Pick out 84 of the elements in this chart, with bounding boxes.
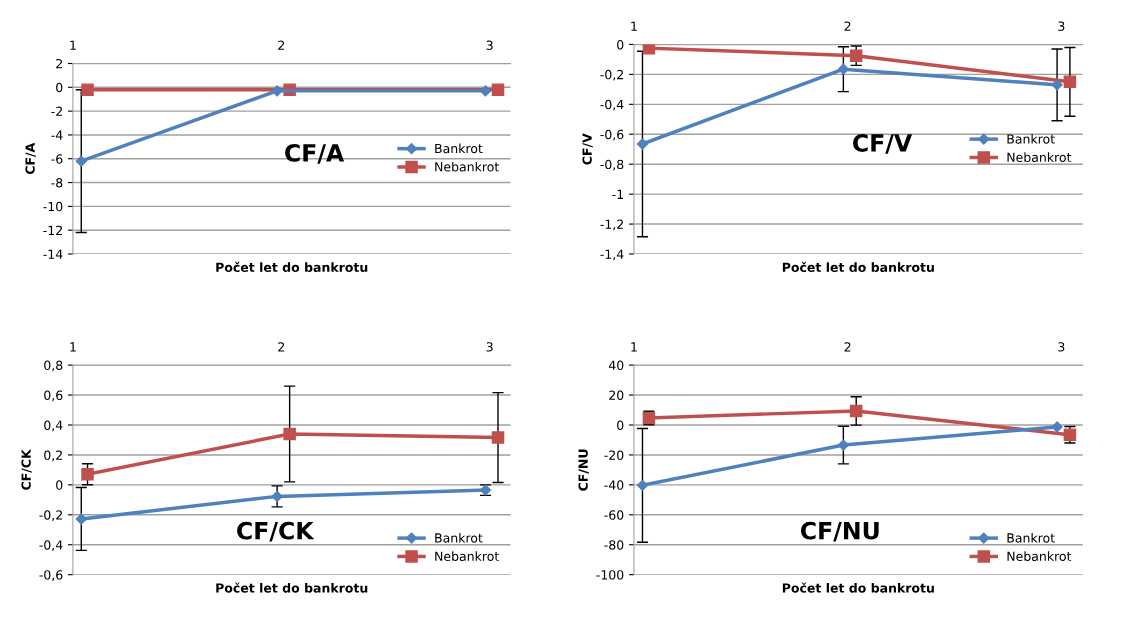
point (81, 83, 94, 96)
point (1051, 421, 1063, 433)
y-tick-label: -14 (43, 249, 63, 259)
point (81, 467, 94, 481)
y-tick-label: 40 (608, 360, 624, 371)
y-tick-label: -6 (51, 154, 63, 164)
legend-label: Nebankrot (435, 551, 499, 561)
point (283, 427, 296, 441)
y-tick-label: -0,6 (600, 129, 624, 141)
x-tick-label: 3 (1058, 342, 1065, 352)
point (636, 479, 649, 491)
y-tick-label: -1 (612, 189, 624, 199)
point (837, 63, 849, 75)
y-tick-label: -60 (604, 510, 624, 520)
legend-label: Nebankrot (435, 161, 499, 172)
x-tick-label: 2 (278, 40, 285, 50)
legend-label: Bankrot (1007, 134, 1055, 144)
y-tick-label: -20 (604, 450, 624, 460)
point (75, 155, 87, 167)
y-tick-label: 2 (56, 58, 62, 69)
y-tick-label: 0,6 (44, 390, 63, 402)
y-axis-title: CF/CK (21, 448, 32, 490)
point (271, 85, 283, 97)
y-tick-label: -0,8 (600, 159, 624, 171)
y-tick-label: -100 (596, 570, 624, 580)
y-tick-label: 20 (609, 390, 624, 400)
y-tick-label: -1,4 (600, 249, 624, 261)
annotation: CF/CK (237, 521, 315, 542)
point (491, 431, 505, 444)
y-tick-label: -1,2 (600, 219, 623, 231)
x-tick-label: 2 (844, 342, 851, 352)
y-tick-label: 0,8 (44, 360, 63, 372)
y-tick-label: -4 (51, 130, 63, 140)
x-axis-title: Počet let do bankrotu (782, 261, 934, 273)
y-tick-label: -8 (51, 178, 63, 188)
x-tick-label: 1 (631, 342, 637, 352)
y-tick-label: -0,2 (39, 510, 62, 522)
x-tick-label: 1 (70, 40, 76, 50)
y-axis-title: CF/A (25, 142, 36, 175)
y-tick-label: -0,4 (39, 540, 63, 551)
x-axis-title: Počet let do bankrotu (782, 582, 934, 593)
point (1051, 79, 1063, 91)
point (75, 513, 87, 525)
y-tick-label: -12 (43, 225, 62, 235)
legend-label: Nebankrot (1007, 551, 1072, 561)
x-tick-label: 3 (1058, 21, 1065, 31)
y-axis-title: CF/V (582, 133, 593, 165)
point (1063, 75, 1077, 89)
x-axis-title: Počet let do bankrotu (216, 582, 368, 593)
annotation: CF/NU (800, 521, 879, 542)
legend-label: Nebankrot (1007, 152, 1072, 163)
point (849, 49, 863, 62)
x-tick-label: 1 (70, 342, 76, 352)
point (271, 490, 283, 502)
y-tick-label: -2 (51, 106, 62, 116)
point (837, 439, 849, 451)
x-axis-title: Počet let do bankrotu (216, 261, 368, 273)
legend-label: Bankrot (1007, 532, 1055, 543)
y-axis-title: CF/NU (578, 449, 589, 491)
y-tick-label: -80 (604, 540, 624, 550)
x-tick-label: 3 (486, 342, 493, 352)
legend-label: Bankrot (435, 143, 483, 154)
point (479, 85, 492, 97)
point (849, 404, 863, 418)
y-tick-label: -10 (43, 201, 63, 212)
point (636, 138, 649, 150)
y-tick-label: 0,2 (44, 450, 62, 462)
annotation: CF/V (853, 134, 913, 154)
x-tick-label: 3 (486, 40, 493, 50)
y-tick-label: -0,4 (600, 99, 624, 111)
y-tick-label: -40 (604, 480, 624, 490)
x-tick-label: 2 (278, 342, 285, 352)
y-tick-label: 0 (56, 480, 63, 490)
y-tick-label: -0,6 (39, 570, 63, 581)
y-tick-label: 0,4 (44, 420, 63, 432)
legend-label: Bankrot (435, 532, 483, 543)
point (491, 83, 505, 96)
annotation: CF/A (285, 143, 345, 164)
y-tick-label: 0 (617, 420, 624, 430)
x-tick-label: 2 (844, 21, 851, 31)
x-tick-label: 1 (631, 21, 637, 31)
y-tick-label: 0 (617, 39, 624, 50)
y-tick-label: -0,2 (600, 69, 623, 81)
y-tick-label: 0 (56, 82, 63, 93)
